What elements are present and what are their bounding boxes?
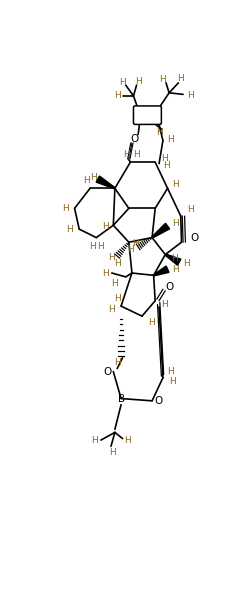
Text: H: H bbox=[172, 180, 179, 189]
Polygon shape bbox=[153, 266, 169, 276]
Text: H: H bbox=[187, 206, 193, 214]
Text: H: H bbox=[91, 435, 98, 445]
Text: H: H bbox=[132, 239, 138, 248]
Text: H: H bbox=[114, 91, 121, 100]
Text: H: H bbox=[114, 358, 121, 367]
Text: H: H bbox=[114, 294, 121, 303]
Text: H: H bbox=[83, 176, 90, 185]
Text: H: H bbox=[167, 367, 174, 376]
Text: H: H bbox=[97, 242, 104, 251]
Text: H: H bbox=[109, 448, 116, 457]
Polygon shape bbox=[96, 176, 115, 189]
Text: H: H bbox=[172, 265, 179, 274]
Text: H: H bbox=[156, 128, 163, 137]
Text: H: H bbox=[119, 78, 126, 87]
Text: O: O bbox=[103, 366, 111, 377]
Text: H: H bbox=[169, 377, 176, 386]
Text: O: O bbox=[154, 396, 162, 406]
Text: H: H bbox=[184, 259, 190, 268]
Text: H: H bbox=[114, 259, 121, 268]
Text: H: H bbox=[127, 245, 134, 254]
Text: H: H bbox=[133, 150, 140, 159]
Text: H: H bbox=[167, 134, 174, 144]
Text: O: O bbox=[165, 282, 173, 292]
Text: Abs: Abs bbox=[138, 110, 157, 120]
Text: H: H bbox=[123, 150, 130, 159]
Text: H: H bbox=[135, 77, 141, 86]
Text: H: H bbox=[171, 254, 178, 263]
Text: H: H bbox=[148, 318, 155, 327]
Text: H: H bbox=[172, 219, 179, 228]
Text: H: H bbox=[187, 91, 193, 100]
Text: H: H bbox=[62, 204, 69, 213]
Text: H: H bbox=[102, 222, 109, 231]
Text: H: H bbox=[161, 300, 168, 309]
Text: H: H bbox=[177, 74, 184, 84]
Polygon shape bbox=[152, 223, 170, 238]
Text: H: H bbox=[89, 242, 96, 251]
Text: H: H bbox=[108, 305, 115, 314]
Text: H: H bbox=[160, 75, 166, 84]
Text: H: H bbox=[161, 154, 168, 163]
Text: H: H bbox=[111, 279, 118, 287]
Text: B: B bbox=[118, 394, 125, 403]
Text: H: H bbox=[90, 173, 96, 182]
Text: H: H bbox=[102, 268, 109, 277]
Text: H: H bbox=[124, 435, 131, 445]
Text: H: H bbox=[67, 225, 73, 233]
Text: H: H bbox=[164, 162, 170, 170]
Text: H: H bbox=[108, 253, 115, 262]
Text: O: O bbox=[130, 134, 138, 144]
Polygon shape bbox=[165, 254, 181, 266]
FancyBboxPatch shape bbox=[133, 106, 161, 124]
Text: O: O bbox=[191, 233, 199, 244]
